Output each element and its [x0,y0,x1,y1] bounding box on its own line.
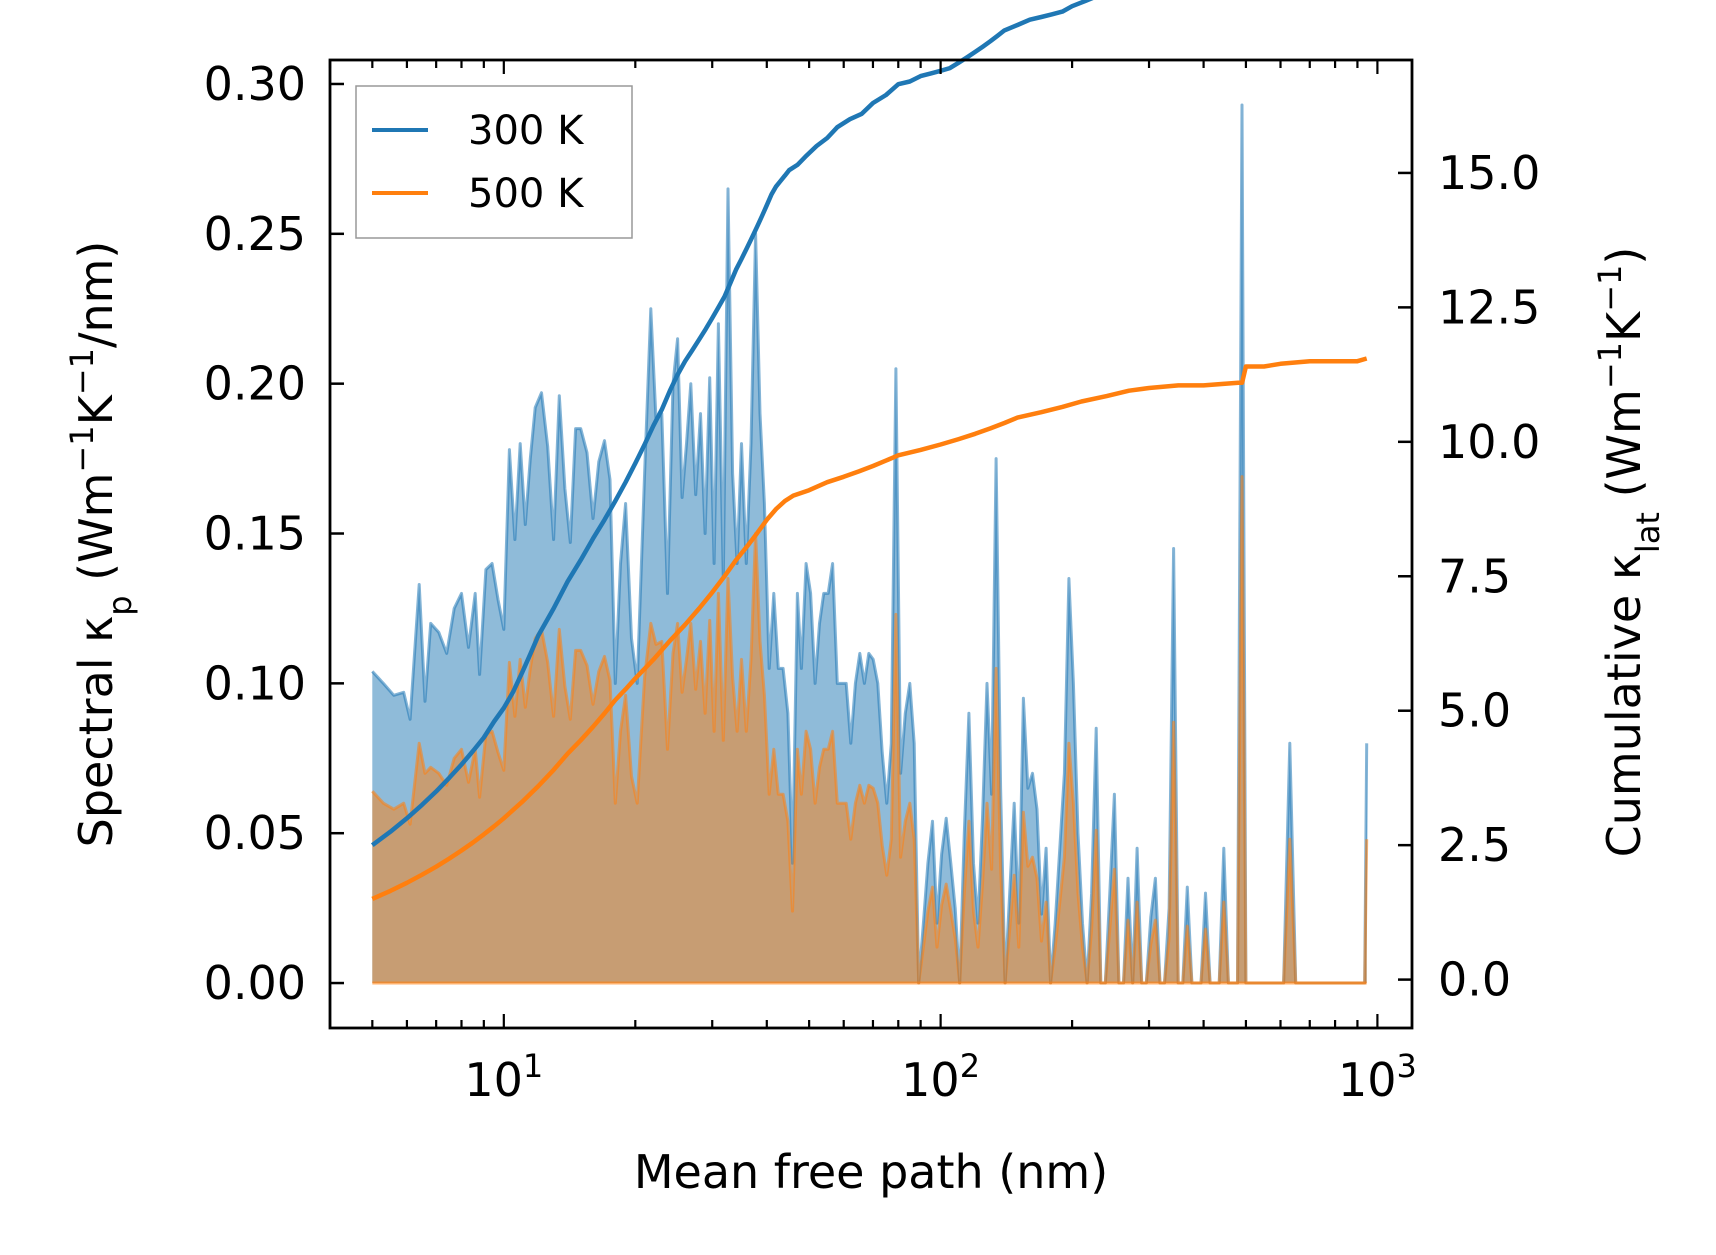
y-left-tick-label: 0.20 [204,357,306,411]
y-left-tick-label: 0.10 [204,656,306,710]
y-right-tick-label: 10.0 [1438,415,1540,469]
x-tick-label: 101 [464,1047,543,1107]
y-right-title-main: Cumulative κ [1597,553,1651,857]
y-right-title-sup2: −1 [1591,265,1629,312]
y-right-title-sub: lat [1629,512,1667,553]
spectral-line-300k [371,103,1369,985]
spectral-line-500k [371,475,1369,985]
y-left-tick-label: 0.25 [204,207,306,261]
x-tick-label: 103 [1338,1047,1417,1107]
y-left-title-mid: K [69,393,123,425]
y-right-title-units-close: ) [1597,247,1651,265]
y-right-tick-label: 2.5 [1438,818,1511,872]
y-left-tick-label: 0.05 [204,806,306,860]
cumulative-line-300k [370,0,1094,848]
y-axis-right-title: Cumulative κlat (Wm−1K−1) [1591,247,1667,858]
y-right-tick-label: 7.5 [1438,549,1511,603]
y-right-tick-label: 5.0 [1438,684,1511,738]
series-lines [370,0,1369,985]
y-right-tick-label: 15.0 [1438,146,1540,200]
legend-box [355,85,633,239]
y-right-title-sup1: −1 [1591,342,1629,389]
plot-frame [328,58,1414,1030]
x-tick-label: 102 [901,1047,980,1107]
y-left-title-sup2: −1 [63,348,101,395]
spectral-fill-500k [372,476,1367,983]
x-axis-title: Mean free path (nm) [634,1145,1108,1199]
y-right-title-mid: K [1597,310,1651,342]
legend: 300 K 500 K [355,85,633,239]
y-right-title-units-open: (Wm [1597,389,1651,512]
y-left-tick-label: 0.15 [204,507,306,561]
y-left-title-sub: p [101,595,139,615]
y-right-tick-label: 0.0 [1438,953,1511,1007]
y-left-tick-label: 0.00 [204,956,306,1010]
legend-label-300k: 300 K [468,108,585,154]
y-right-tick-label: 12.5 [1438,280,1540,334]
y-left-title-main: Spectral κ [69,616,123,848]
y-left-title-sup1: −1 [63,425,101,472]
spectral-fill-areas [372,105,1367,983]
y-left-tick-label: 0.30 [204,57,306,111]
legend-label-500k: 500 K [468,171,585,217]
y-left-title-units-open: (Wm [69,473,123,596]
y-left-title-units-close: /nm) [69,241,123,348]
axis-ticks: 0.00 0.05 0.10 0.15 0.20 0.25 0.30 0.0 2.5 5.0 7.5… [204,57,1541,1107]
cumulative-line-500k [371,356,1368,901]
y-axis-left-title: Spectral κp (Wm−1K−1/nm) [63,241,139,848]
